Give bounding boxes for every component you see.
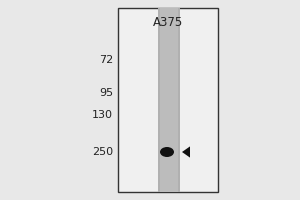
Text: 130: 130: [92, 110, 113, 120]
Text: 250: 250: [92, 147, 113, 157]
Text: A375: A375: [153, 16, 183, 29]
Text: 72: 72: [99, 55, 113, 65]
Ellipse shape: [160, 147, 174, 157]
Polygon shape: [182, 146, 190, 158]
Bar: [160, 8, 178, 192]
Bar: [118, 8, 218, 192]
Text: 95: 95: [99, 88, 113, 98]
Bar: [158, 8, 180, 192]
